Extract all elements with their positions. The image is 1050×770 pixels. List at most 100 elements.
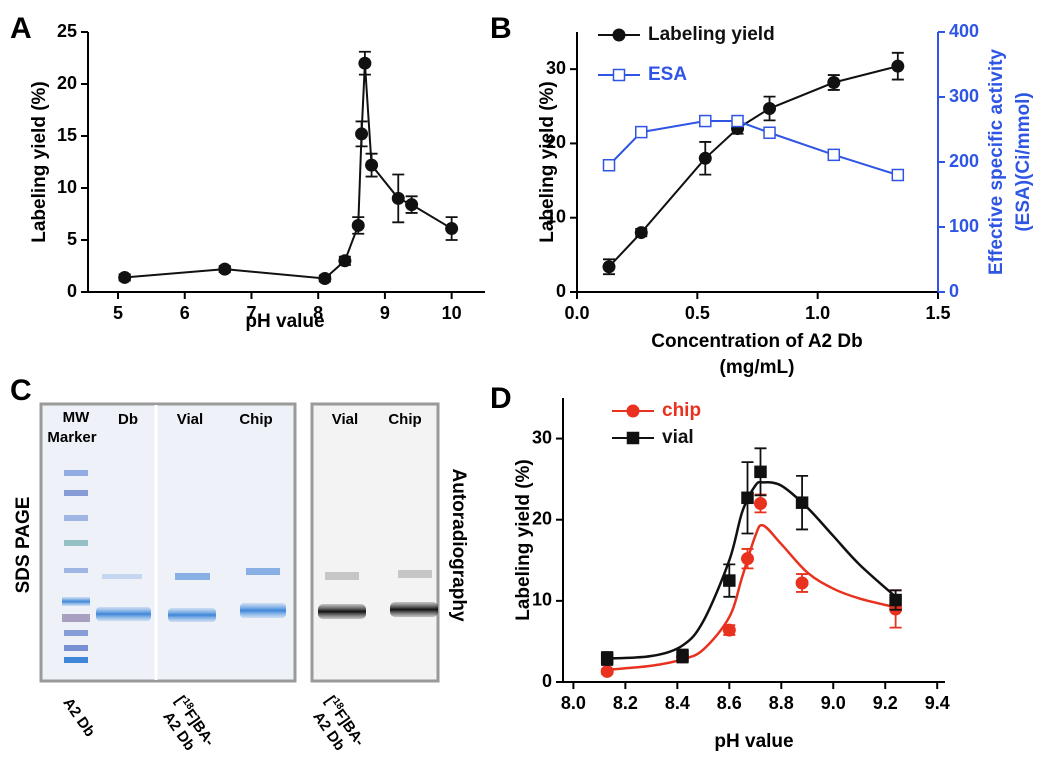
data-point <box>754 465 767 479</box>
x-tick-label: 1.0 <box>805 303 830 323</box>
band <box>246 568 280 575</box>
data-point <box>795 496 809 509</box>
data-point <box>763 126 776 139</box>
x-axis-label: pH value <box>714 731 793 752</box>
marker-lane <box>62 470 90 663</box>
lane-label: Db <box>118 411 138 428</box>
data-point <box>445 222 459 236</box>
y-tick-label: 10 <box>57 177 77 197</box>
data-point <box>722 623 736 637</box>
band <box>96 607 151 621</box>
data-point <box>795 576 809 590</box>
series-line <box>608 65 899 268</box>
data-point <box>635 125 648 139</box>
y2-tick-label: 400 <box>949 21 979 41</box>
data-point <box>753 496 767 510</box>
x-tick-label: 8.6 <box>717 693 742 713</box>
y2-axis-label: Effective specific activity <box>986 49 1007 275</box>
x-tick-label: 10 <box>442 303 462 323</box>
x-tick-label: 9.0 <box>821 693 846 713</box>
y-tick-label: 10 <box>546 206 566 226</box>
data-point <box>891 168 905 182</box>
lane-label: Chip <box>239 411 272 428</box>
data-point <box>600 664 614 678</box>
x-tick-label: 8.2 <box>613 693 638 713</box>
y-axis-label: Labeling yield (%) <box>29 81 50 243</box>
panel-label: C <box>10 374 32 407</box>
y-tick-label: 0 <box>556 281 566 301</box>
x-axis-label: (mg/mL) <box>720 357 795 378</box>
data-point <box>699 114 712 128</box>
data-point <box>351 218 365 232</box>
side-label: SDS PAGE <box>13 497 34 594</box>
y-tick-label: 30 <box>532 427 552 447</box>
y-tick-label: 10 <box>532 590 552 610</box>
y2-tick-label: 0 <box>949 281 959 301</box>
legend-label: chip <box>662 400 701 421</box>
lane-label: Vial <box>332 411 358 428</box>
band <box>325 572 359 580</box>
sample-label: [18F]BA- A2 Db <box>309 693 368 754</box>
data-point <box>634 226 648 240</box>
y-tick-label: 0 <box>542 671 552 691</box>
sample-label: A2 Db <box>59 695 98 740</box>
data-point <box>365 158 379 172</box>
side-label: Autoradiography <box>448 468 469 621</box>
data-point <box>731 114 744 128</box>
y-tick-label: 30 <box>546 58 566 78</box>
data-point <box>889 593 902 607</box>
x-tick-label: 8.8 <box>769 693 794 713</box>
band <box>168 608 216 622</box>
series-line <box>124 63 453 280</box>
lane-label: MW <box>63 409 90 426</box>
y-axis-label: Labeling yield (%) <box>513 459 534 621</box>
y-tick-label: 20 <box>532 508 552 528</box>
data-point <box>698 151 712 165</box>
data-point <box>355 127 369 141</box>
data-point <box>600 652 614 665</box>
data-point <box>827 148 841 162</box>
y-tick-label: 25 <box>57 21 77 41</box>
data-point <box>391 191 405 205</box>
x-tick-label: 8.0 <box>561 693 586 713</box>
y-tick-label: 20 <box>57 73 77 93</box>
legend-marker <box>612 28 626 42</box>
band <box>240 603 286 618</box>
y-tick-label: 5 <box>67 229 77 249</box>
x-tick-label: 9.4 <box>925 693 950 713</box>
data-point <box>676 649 689 663</box>
lane-label: Marker <box>47 429 96 446</box>
data-point <box>318 271 332 285</box>
band <box>102 574 142 579</box>
data-point <box>763 102 777 116</box>
x-tick-label: 8.4 <box>665 693 690 713</box>
y-tick-label: 20 <box>546 132 566 152</box>
data-point <box>118 270 132 284</box>
y2-tick-label: 200 <box>949 151 979 171</box>
y-tick-label: 15 <box>57 125 77 145</box>
data-point <box>358 56 372 70</box>
data-point <box>723 574 736 587</box>
legend-marker <box>626 404 640 418</box>
x-axis-label: pH value <box>245 311 324 332</box>
panel-label: A <box>10 12 32 45</box>
data-point <box>338 254 352 268</box>
panel-label: B <box>490 12 512 45</box>
x-tick-label: 8 <box>313 303 323 323</box>
legend-label: vial <box>662 427 694 448</box>
data-point <box>405 198 419 212</box>
y2-tick-label: 100 <box>949 216 979 236</box>
y-tick-label: 0 <box>67 281 77 301</box>
band <box>318 604 366 619</box>
x-tick-label: 7 <box>246 303 256 323</box>
fit-curve <box>607 523 896 672</box>
data-point <box>218 262 232 276</box>
band <box>390 602 438 617</box>
series-line <box>608 120 899 176</box>
legend-label: ESA <box>648 64 687 85</box>
fit-curve <box>607 480 897 660</box>
x-tick-label: 5 <box>113 303 123 323</box>
panel-label: D <box>490 382 512 415</box>
x-tick-label: 9.2 <box>873 693 898 713</box>
